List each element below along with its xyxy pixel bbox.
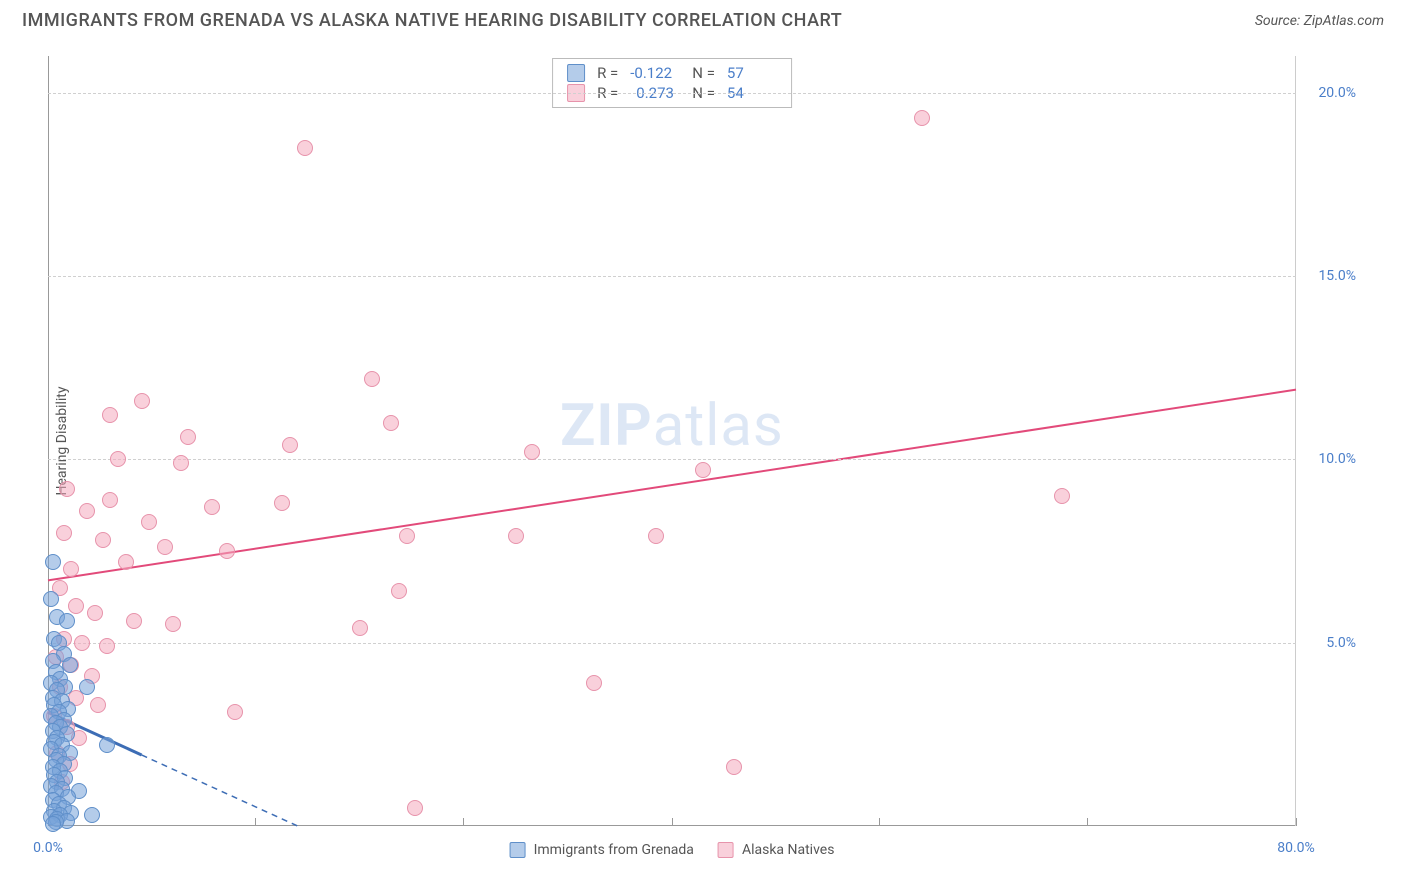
- scatter-point: [95, 532, 111, 548]
- x-tick: [463, 818, 464, 826]
- scatter-point: [383, 415, 399, 431]
- scatter-point: [56, 525, 72, 541]
- swatch-series-1: [567, 64, 585, 82]
- scatter-point: [134, 393, 150, 409]
- chart-area: Hearing Disability ZIPatlas R = -0.122 N…: [48, 56, 1296, 826]
- scatter-point: [914, 110, 930, 126]
- scatter-point: [99, 737, 115, 753]
- scatter-point: [141, 514, 157, 530]
- n-value-1: 57: [727, 64, 777, 82]
- gridline: [48, 643, 1296, 644]
- scatter-point: [84, 807, 100, 823]
- scatter-point: [508, 528, 524, 544]
- scatter-point: [524, 444, 540, 460]
- scatter-point: [74, 635, 90, 651]
- scatter-point: [219, 543, 235, 559]
- gridline: [48, 459, 1296, 460]
- r-value-1: -0.122: [630, 64, 680, 82]
- scatter-point: [43, 591, 59, 607]
- scatter-point: [118, 554, 134, 570]
- scatter-point: [45, 554, 61, 570]
- scatter-point: [110, 451, 126, 467]
- stats-row-1: R = -0.122 N = 57: [567, 63, 777, 83]
- legend-label-2: Alaska Natives: [742, 842, 835, 858]
- scatter-plot: ZIPatlas R = -0.122 N = 57 R = 0.273 N =…: [48, 56, 1296, 826]
- scatter-point: [695, 462, 711, 478]
- x-tick: [1296, 818, 1297, 826]
- scatter-point: [297, 140, 313, 156]
- scatter-point: [726, 759, 742, 775]
- scatter-point: [79, 503, 95, 519]
- scatter-point: [102, 492, 118, 508]
- scatter-point: [99, 638, 115, 654]
- scatter-point: [227, 704, 243, 720]
- scatter-point: [126, 613, 142, 629]
- scatter-point: [62, 657, 78, 673]
- scatter-point: [282, 437, 298, 453]
- scatter-point: [364, 371, 380, 387]
- legend-swatch-1: [510, 842, 526, 858]
- legend-swatch-2: [718, 842, 734, 858]
- scatter-point: [90, 697, 106, 713]
- scatter-point: [586, 675, 602, 691]
- legend-label-1: Immigrants from Grenada: [534, 842, 694, 858]
- scatter-point: [648, 528, 664, 544]
- scatter-point: [352, 620, 368, 636]
- chart-title: IMMIGRANTS FROM GRENADA VS ALASKA NATIVE…: [22, 10, 842, 31]
- x-tick-label: 0.0%: [33, 840, 63, 856]
- x-tick: [672, 818, 673, 826]
- scatter-point: [391, 583, 407, 599]
- scatter-point: [87, 605, 103, 621]
- y-tick-label: 15.0%: [1318, 268, 1356, 284]
- scatter-point: [68, 598, 84, 614]
- scatter-point: [180, 429, 196, 445]
- n-label: N =: [692, 64, 715, 82]
- x-tick: [255, 818, 256, 826]
- source-label: Source: ZipAtlas.com: [1255, 13, 1384, 29]
- stats-box: R = -0.122 N = 57 R = 0.273 N = 54: [552, 58, 792, 108]
- legend-item-1: Immigrants from Grenada: [510, 842, 694, 858]
- r-label: R =: [597, 64, 618, 82]
- scatter-point: [59, 613, 75, 629]
- scatter-point: [204, 499, 220, 515]
- y-tick-label: 10.0%: [1318, 451, 1356, 467]
- x-tick: [1087, 818, 1088, 826]
- scatter-point: [399, 528, 415, 544]
- x-tick-label: 80.0%: [1277, 840, 1315, 856]
- x-tick: [879, 818, 880, 826]
- gridline: [48, 276, 1296, 277]
- scatter-point: [45, 816, 61, 832]
- scatter-point: [79, 679, 95, 695]
- scatter-point: [407, 800, 423, 816]
- scatter-point: [1054, 488, 1070, 504]
- gridline: [48, 93, 1296, 94]
- scatter-point: [173, 455, 189, 471]
- scatter-point: [63, 561, 79, 577]
- scatter-point: [102, 407, 118, 423]
- y-tick-label: 5.0%: [1326, 635, 1356, 651]
- bottom-legend: Immigrants from Grenada Alaska Natives: [510, 842, 835, 858]
- legend-item-2: Alaska Natives: [718, 842, 835, 858]
- scatter-point: [274, 495, 290, 511]
- scatter-point: [59, 481, 75, 497]
- y-tick-label: 20.0%: [1318, 85, 1356, 101]
- scatter-point: [157, 539, 173, 555]
- scatter-point: [165, 616, 181, 632]
